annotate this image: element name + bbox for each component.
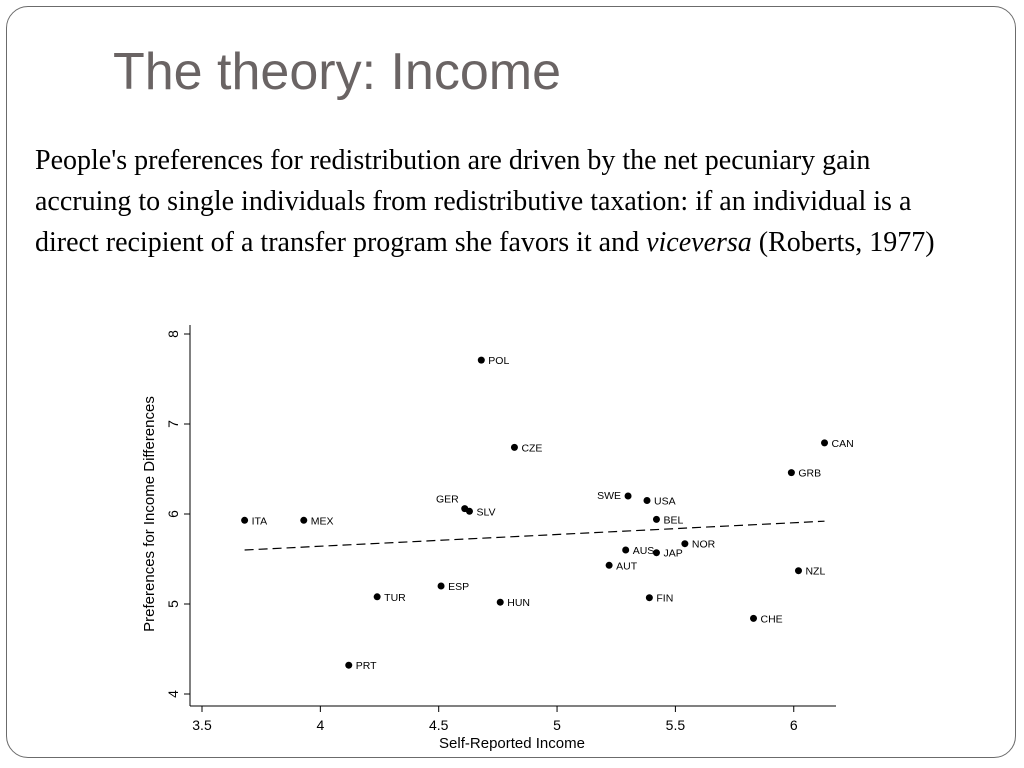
- data-point-nor: NOR: [681, 539, 716, 551]
- data-point-label: MEX: [311, 515, 334, 527]
- data-point-label: AUS: [633, 545, 655, 557]
- data-point-aus: AUS: [622, 545, 654, 557]
- data-point-ger: GER: [436, 494, 469, 513]
- fit-line-group: [244, 520, 825, 551]
- data-point-marker: [750, 614, 758, 622]
- data-point-marker: [794, 567, 802, 575]
- data-point-label: TUR: [384, 592, 406, 604]
- data-point-ita: ITA: [241, 515, 267, 527]
- data-point-marker: [681, 540, 689, 548]
- data-point-prt: PRT: [345, 660, 377, 672]
- y-axis-title: Preferences for Income Differences: [141, 396, 158, 632]
- chart-axes: 3.5 4 4.5 5 5.5 6 4 5 6 7 8: [165, 325, 836, 733]
- data-point-marker: [373, 593, 381, 601]
- data-point-label: NOR: [692, 539, 716, 551]
- data-point-label: SLV: [476, 506, 495, 518]
- data-point-hun: HUN: [496, 597, 530, 609]
- data-point-marker: [605, 561, 613, 569]
- slide-body-text: People's preferences for redistribution …: [35, 140, 965, 263]
- data-point-marker: [510, 443, 518, 451]
- data-point-esp: ESP: [437, 581, 469, 593]
- data-point-marker: [345, 661, 353, 669]
- data-point-label: JAP: [663, 548, 682, 560]
- x-tick-label: 6: [790, 717, 798, 733]
- data-point-marker: [787, 469, 795, 477]
- data-point-label: CHE: [761, 613, 783, 625]
- data-point-marker: [652, 515, 660, 523]
- data-point-marker: [821, 439, 829, 447]
- data-point-che: CHE: [750, 613, 783, 625]
- data-point-marker: [241, 516, 249, 524]
- y-tick-label: 7: [165, 420, 181, 428]
- slide-frame: [6, 6, 1016, 758]
- data-point-label: CAN: [832, 438, 854, 450]
- data-point-label: ESP: [448, 581, 469, 593]
- data-point-marker: [624, 492, 632, 500]
- data-points: POL CZE CAN GRB SWE USA GER SLV ITA MEX BEL NOR AUS J…: [241, 355, 854, 672]
- data-point-label: ITA: [252, 515, 268, 527]
- slide-title: The theory: Income: [113, 43, 561, 101]
- x-axis-title: Self-Reported Income: [439, 735, 585, 752]
- data-point-bel: BEL: [652, 514, 683, 526]
- data-point-marker: [465, 507, 473, 515]
- data-point-marker: [477, 356, 485, 364]
- x-tick-label: 4: [316, 717, 324, 733]
- y-tick-label: 6: [165, 510, 181, 518]
- body-text-citation: (Roberts, 1977): [751, 227, 935, 258]
- data-point-label: CZE: [521, 442, 542, 454]
- data-point-marker: [652, 549, 660, 557]
- x-tick-label: 3.5: [192, 717, 212, 733]
- data-point-marker: [437, 582, 445, 590]
- data-point-label: GER: [436, 494, 459, 506]
- data-point-slv: SLV: [465, 506, 496, 518]
- data-point-label: PRT: [356, 660, 377, 672]
- data-point-aut: AUT: [605, 560, 638, 572]
- y-tick-label: 5: [165, 600, 181, 608]
- data-point-pol: POL: [477, 355, 509, 367]
- data-point-label: BEL: [663, 514, 683, 526]
- data-point-usa: USA: [643, 496, 676, 508]
- data-point-fin: FIN: [645, 593, 673, 605]
- data-point-label: NZL: [805, 566, 825, 578]
- data-point-swe: SWE: [597, 490, 632, 502]
- body-text-italic: viceversa: [646, 227, 752, 258]
- data-point-cze: CZE: [510, 442, 542, 454]
- data-point-label: FIN: [656, 593, 673, 605]
- data-point-label: HUN: [507, 597, 530, 609]
- data-point-marker: [300, 516, 308, 524]
- data-point-label: POL: [488, 355, 509, 367]
- y-tick-label: 4: [165, 690, 181, 698]
- data-point-marker: [496, 598, 504, 606]
- data-point-marker: [622, 546, 630, 554]
- data-point-grb: GRB: [787, 468, 821, 480]
- data-point-label: SWE: [597, 490, 621, 502]
- data-point-mex: MEX: [300, 515, 334, 527]
- data-point-marker: [643, 497, 651, 504]
- fit-line: [244, 520, 825, 551]
- data-point-nzl: NZL: [794, 566, 825, 578]
- data-point-label: GRB: [798, 468, 821, 480]
- data-point-jap: JAP: [652, 548, 683, 560]
- data-point-marker: [645, 594, 653, 602]
- data-point-label: AUT: [616, 560, 638, 572]
- x-tick-label: 5: [553, 717, 561, 733]
- data-point-can: CAN: [821, 438, 854, 450]
- y-tick-label: 8: [165, 330, 181, 338]
- x-tick-label: 4.5: [429, 717, 449, 733]
- body-text-main: People's preferences for redistribution …: [35, 145, 912, 258]
- data-point-tur: TUR: [373, 592, 406, 604]
- data-point-label: USA: [654, 496, 676, 508]
- x-tick-label: 5.5: [666, 717, 686, 733]
